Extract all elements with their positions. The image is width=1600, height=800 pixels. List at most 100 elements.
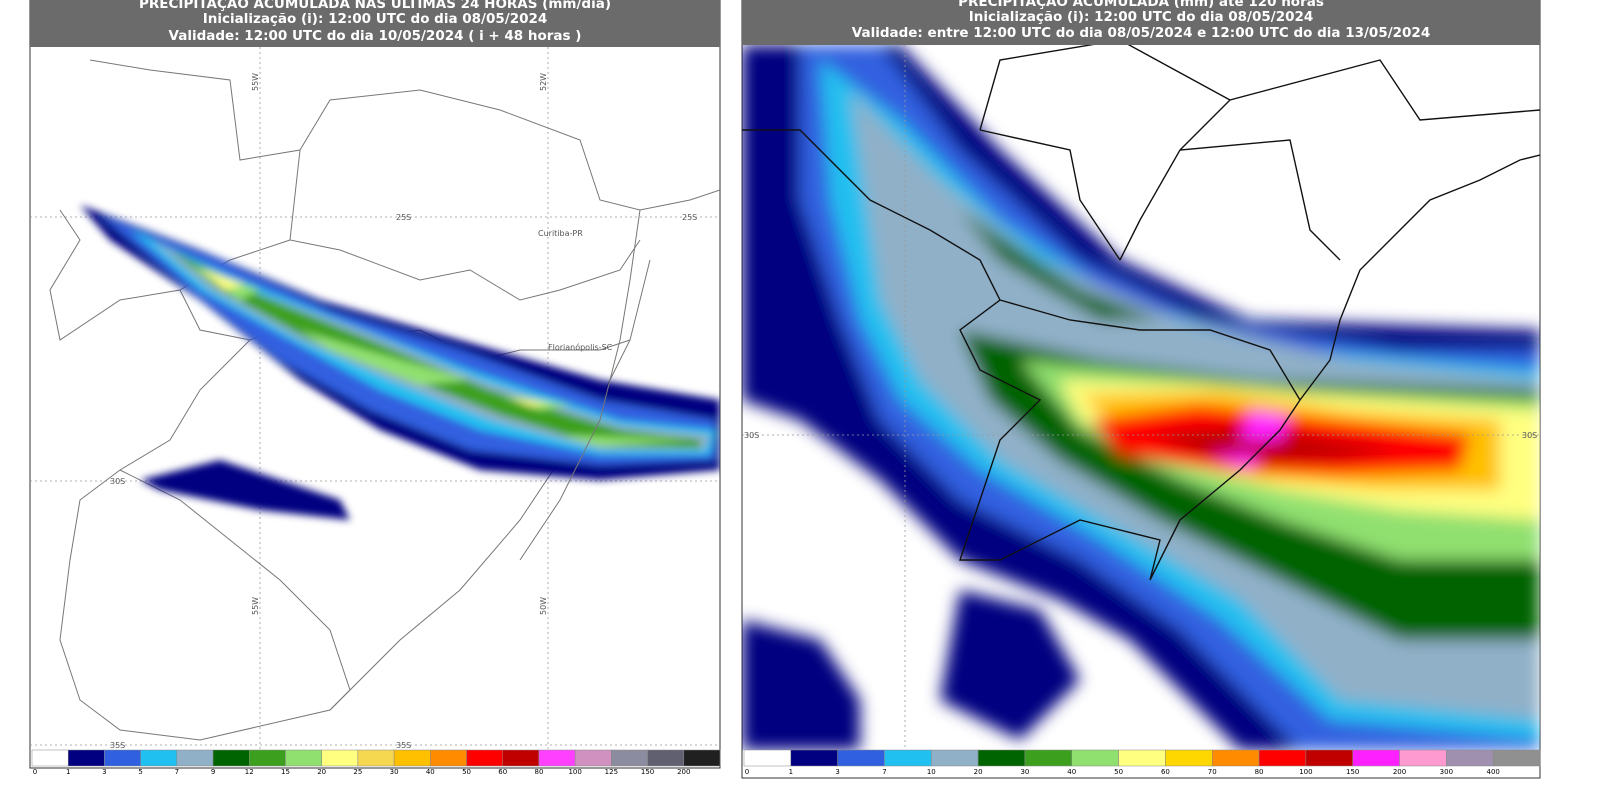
right-map	[742, 45, 1540, 750]
right-header	[742, 0, 1540, 45]
colorbar-label: 400	[1486, 768, 1499, 776]
left-map	[30, 47, 720, 750]
colorbar-swatch	[140, 749, 178, 767]
grid-label: 52W	[539, 73, 548, 91]
colorbar-swatch	[1492, 749, 1541, 767]
colorbar-swatch	[884, 749, 932, 767]
colorbar-label: 300	[1440, 768, 1453, 776]
colorbar-label: 150	[641, 768, 654, 776]
colorbar-swatch	[393, 749, 431, 767]
colorbar-swatch	[977, 749, 1026, 767]
coast	[329, 209, 641, 711]
colorbar-label: 50	[462, 768, 471, 776]
colorbar-swatch	[538, 749, 576, 767]
left-header	[30, 0, 720, 47]
colorbar-swatch	[67, 749, 105, 767]
colorbar-swatch	[683, 749, 721, 767]
colorbar-label: 70	[1208, 768, 1217, 776]
rain-field	[80, 205, 720, 520]
colorbar-swatch	[790, 749, 838, 767]
colorbar-swatch	[285, 749, 322, 767]
left-panel: PRECIPITAÇÃO ACUMULADA NAS ÚLTIMAS 24 HO…	[29, 0, 721, 776]
colorbar-swatch	[1165, 749, 1213, 767]
colorbar-label: 9	[211, 768, 215, 776]
place-label: Florianópolis-SC	[548, 342, 613, 352]
colorbar-label: 150	[1346, 768, 1359, 776]
colorbar-label: 30	[390, 768, 399, 776]
colorbar-swatch	[1446, 749, 1494, 767]
colorbar-label: 60	[498, 768, 507, 776]
place-label: Curitiba-PR	[538, 229, 583, 238]
colorbar-swatch	[1211, 749, 1260, 767]
colorbar-swatch	[1024, 749, 1073, 767]
colorbar-swatch	[357, 749, 395, 767]
colorbar-swatch	[647, 749, 685, 767]
colorbar-swatch	[1399, 749, 1447, 767]
colorbar-swatch	[1258, 749, 1307, 767]
colorbar-label: 200	[1393, 768, 1406, 776]
colorbar-label: 50	[1114, 768, 1123, 776]
left-init: Inicialização (i): 12:00 UTC do dia 08/0…	[203, 11, 548, 27]
colorbar-label: 7	[882, 768, 886, 776]
colorbar-swatch	[176, 749, 214, 767]
grid-label: 25S	[396, 213, 411, 222]
colorbar-label: 80	[534, 768, 543, 776]
colorbar-label: 1	[789, 768, 793, 776]
right-validity: Validade: entre 12:00 UTC do dia 08/05/2…	[852, 25, 1430, 41]
borders	[742, 45, 1540, 581]
colorbar-label: 20	[974, 768, 983, 776]
grid-label: 30S	[1522, 431, 1537, 440]
grid-label: 50W	[539, 597, 548, 615]
colorbar-swatch	[1352, 749, 1400, 767]
colorbar-swatch	[249, 749, 286, 767]
colorbar-label: 20	[317, 768, 326, 776]
colorbar-swatch	[1118, 749, 1166, 767]
grid-label: 25S	[682, 213, 697, 222]
colorbar-swatch	[743, 749, 792, 767]
colorbar: 0 1 3 7 10 20 30 40 50 60 70 80 100 150 200 300 400	[743, 749, 1541, 776]
grid-label: 35S	[396, 741, 411, 750]
colorbar-swatch	[212, 749, 250, 767]
colorbar: 0 1 3 5 7 9 12 15 20 25 30 40 50 60 80 100 125 150 200	[31, 749, 721, 776]
rain-field	[742, 45, 1540, 750]
colorbar-label: 0	[745, 768, 749, 776]
grid-label: 30S	[744, 431, 759, 440]
colorbar-swatch	[104, 749, 141, 767]
colorbar-swatch	[931, 749, 979, 767]
colorbar-swatch	[466, 749, 503, 767]
colorbar-label: 15	[281, 768, 290, 776]
colorbar-label: 3	[102, 768, 106, 776]
grid-label: 55W	[251, 73, 260, 91]
colorbar-label: 100	[1299, 768, 1312, 776]
colorbar-label: 7	[175, 768, 179, 776]
colorbar-label: 12	[245, 768, 254, 776]
colorbar-label: 3	[835, 768, 839, 776]
colorbar-swatch	[837, 749, 885, 767]
colorbar-swatch	[611, 749, 648, 767]
colorbar-swatch	[1305, 749, 1353, 767]
colorbar-label: 125	[605, 768, 618, 776]
colorbar-swatch	[1071, 749, 1119, 767]
right-title: PRECIPITAÇÃO ACUMULADA (mm) até 120 hora…	[958, 0, 1324, 10]
colorbar-label: 30	[1020, 768, 1029, 776]
colorbar-label: 0	[33, 768, 37, 776]
colorbar-label: 80	[1255, 768, 1264, 776]
left-validity: Validade: 12:00 UTC do dia 10/05/2024 ( …	[169, 28, 582, 44]
colorbar-swatch	[502, 749, 540, 767]
colorbar-swatch	[321, 749, 359, 767]
colorbar-swatch	[430, 749, 467, 767]
colorbar-label: 25	[353, 768, 362, 776]
colorbar-label: 10	[927, 768, 936, 776]
colorbar-label: 200	[677, 768, 690, 776]
right-panel: PRECIPITAÇÃO ACUMULADA (mm) até 120 hora…	[741, 0, 1541, 779]
colorbar-label: 40	[1067, 768, 1076, 776]
colorbar-label: 60	[1161, 768, 1170, 776]
colorbar-label: 1	[66, 768, 70, 776]
colorbar-label: 5	[138, 768, 142, 776]
grid-label: 35S	[110, 741, 125, 750]
colorbar-swatch	[574, 749, 612, 767]
grid-label: 30S	[110, 477, 125, 486]
colorbar-label: 100	[568, 768, 581, 776]
left-title: PRECIPITAÇÃO ACUMULADA NAS ÚLTIMAS 24 HO…	[139, 0, 611, 12]
